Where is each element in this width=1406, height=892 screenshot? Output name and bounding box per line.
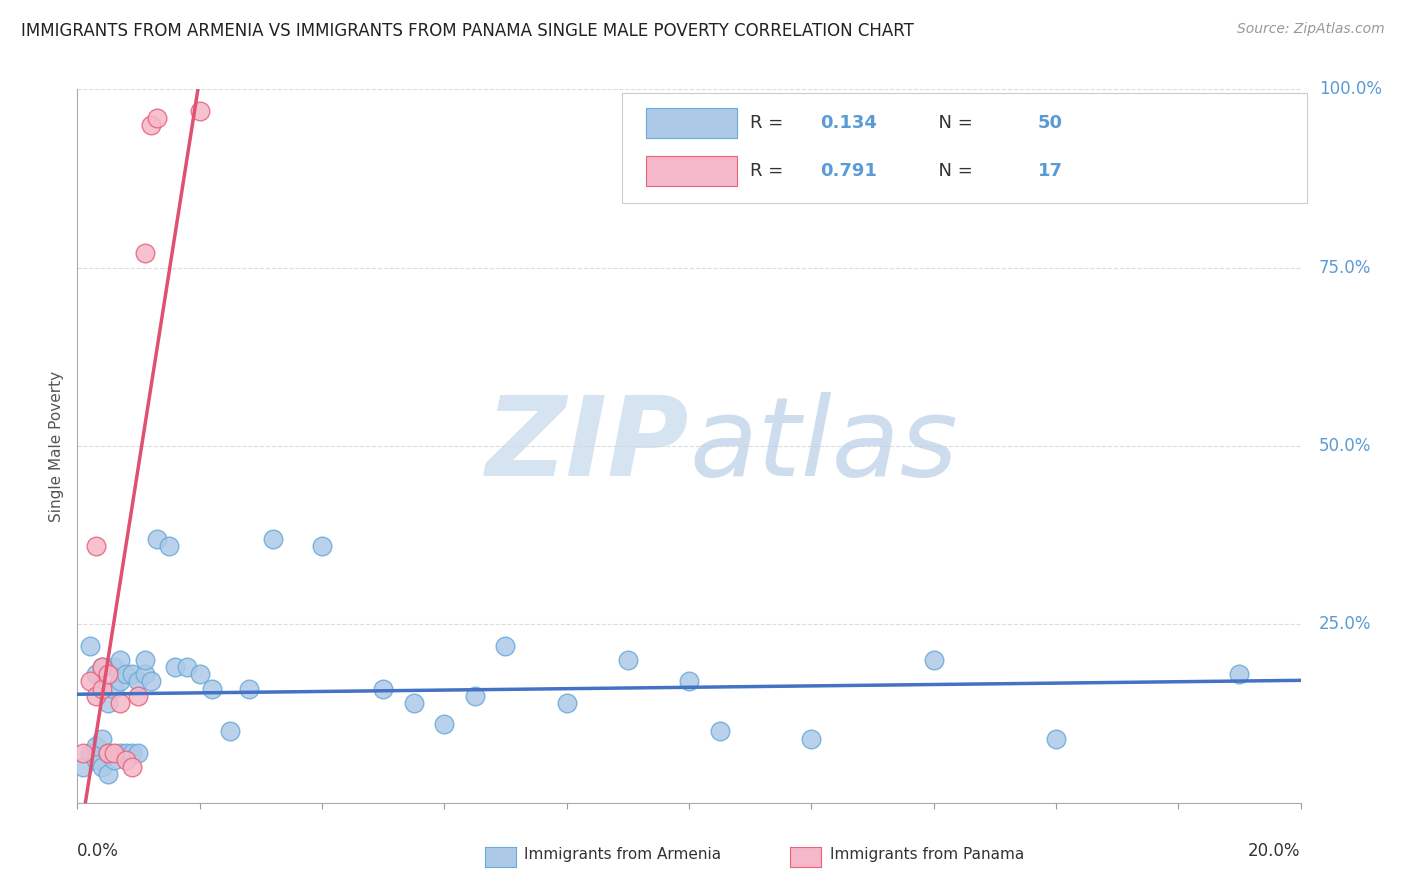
Text: 25.0%: 25.0% <box>1319 615 1371 633</box>
Text: 0.791: 0.791 <box>820 162 877 180</box>
FancyBboxPatch shape <box>621 93 1306 203</box>
Point <box>97 767 120 781</box>
Point <box>79 746 101 760</box>
Point <box>134 667 156 681</box>
Point <box>103 681 125 696</box>
Text: 0.134: 0.134 <box>820 114 877 132</box>
Point <box>134 653 156 667</box>
Point <box>201 681 224 696</box>
Point <box>176 660 198 674</box>
Point <box>188 667 211 681</box>
Text: R =: R = <box>751 162 789 180</box>
Text: 50: 50 <box>1038 114 1063 132</box>
Point <box>115 746 138 760</box>
Text: 0.0%: 0.0% <box>77 842 120 860</box>
Y-axis label: Single Male Poverty: Single Male Poverty <box>49 370 65 522</box>
Point <box>103 753 125 767</box>
Point <box>678 674 700 689</box>
Point <box>495 639 517 653</box>
Text: 75.0%: 75.0% <box>1319 259 1371 277</box>
Point <box>103 660 125 674</box>
Point <box>84 739 107 753</box>
Point <box>311 539 333 553</box>
Point <box>103 746 125 760</box>
Point <box>127 689 149 703</box>
Point <box>464 689 486 703</box>
Text: Immigrants from Panama: Immigrants from Panama <box>830 847 1024 862</box>
Point <box>139 674 162 689</box>
Text: 100.0%: 100.0% <box>1319 80 1382 98</box>
Point <box>146 111 169 125</box>
Point <box>84 539 107 553</box>
Point <box>1229 667 1251 681</box>
Point <box>433 717 456 731</box>
Text: R =: R = <box>751 114 789 132</box>
Point <box>72 746 94 760</box>
Text: 17: 17 <box>1038 162 1063 180</box>
Point <box>90 660 112 674</box>
Point <box>115 667 138 681</box>
Text: ZIP: ZIP <box>485 392 689 500</box>
Text: N =: N = <box>928 162 979 180</box>
Point <box>262 532 284 546</box>
Point <box>402 696 425 710</box>
FancyBboxPatch shape <box>647 108 737 137</box>
Point <box>555 696 578 710</box>
FancyBboxPatch shape <box>647 156 737 186</box>
Point <box>157 539 180 553</box>
Point <box>1045 731 1067 746</box>
Point <box>188 103 211 118</box>
Point <box>97 696 120 710</box>
Point <box>371 681 394 696</box>
Point <box>108 696 131 710</box>
Point <box>97 667 120 681</box>
Point <box>121 746 143 760</box>
Point <box>97 746 120 760</box>
Text: N =: N = <box>928 114 979 132</box>
Point <box>72 760 94 774</box>
Text: IMMIGRANTS FROM ARMENIA VS IMMIGRANTS FROM PANAMA SINGLE MALE POVERTY CORRELATIO: IMMIGRANTS FROM ARMENIA VS IMMIGRANTS FR… <box>21 22 914 40</box>
Point <box>97 746 120 760</box>
Point <box>146 532 169 546</box>
Point <box>121 760 143 774</box>
Point <box>709 724 731 739</box>
Text: atlas: atlas <box>689 392 957 500</box>
Point <box>139 118 162 132</box>
Point <box>84 689 107 703</box>
Point <box>84 753 107 767</box>
Point <box>79 639 101 653</box>
Point <box>108 746 131 760</box>
Point <box>617 653 640 667</box>
Point <box>115 753 138 767</box>
Point <box>165 660 187 674</box>
Point <box>219 724 242 739</box>
Point <box>84 667 107 681</box>
Point <box>90 681 112 696</box>
Point <box>90 731 112 746</box>
Point <box>134 246 156 260</box>
Point <box>127 674 149 689</box>
Text: Immigrants from Armenia: Immigrants from Armenia <box>524 847 721 862</box>
Text: 20.0%: 20.0% <box>1249 842 1301 860</box>
Point <box>79 674 101 689</box>
Point <box>800 731 823 746</box>
Text: Source: ZipAtlas.com: Source: ZipAtlas.com <box>1237 22 1385 37</box>
Point <box>922 653 945 667</box>
Point <box>108 653 131 667</box>
Text: 50.0%: 50.0% <box>1319 437 1371 455</box>
Point <box>90 760 112 774</box>
Point <box>238 681 260 696</box>
Point <box>121 667 143 681</box>
Point <box>127 746 149 760</box>
Point <box>90 660 112 674</box>
Point <box>108 674 131 689</box>
